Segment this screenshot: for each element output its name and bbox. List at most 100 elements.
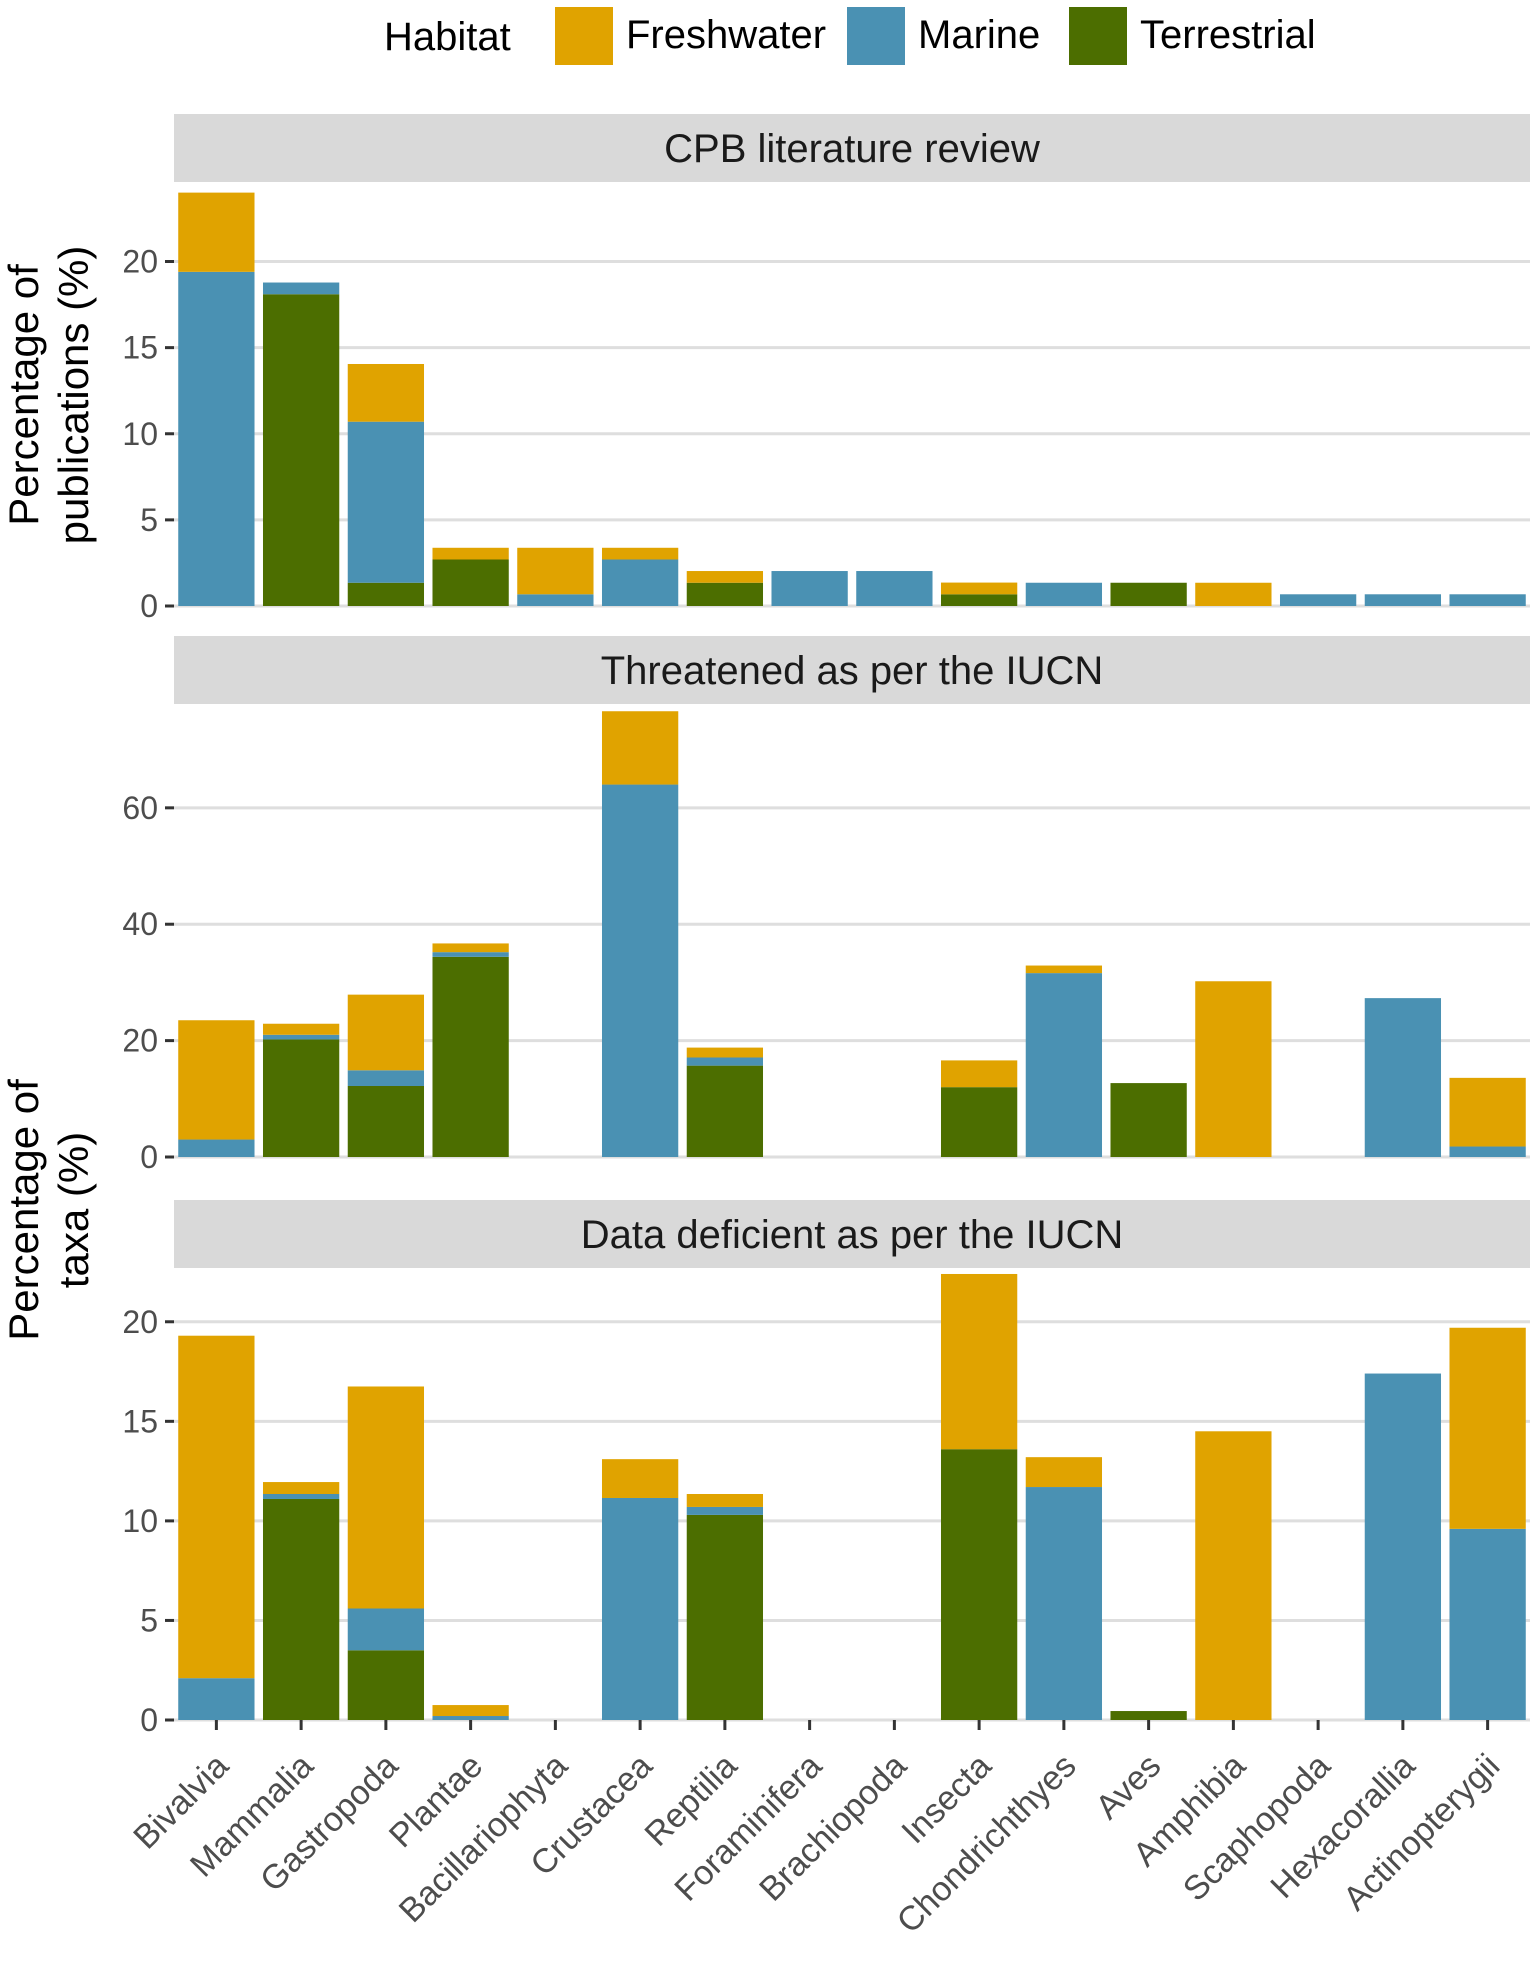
bar-insecta-terrestrial: [940, 1449, 1018, 1720]
bar-actinopterygii-marine: [1449, 1528, 1526, 1720]
bar-crustacea-marine: [601, 559, 679, 606]
x-axis: BivalviaMammaliaGastropodaPlantaeBacilla…: [126, 1720, 1507, 1941]
y-tick-label: 10: [122, 1503, 158, 1539]
bar-foraminifera-marine: [771, 571, 848, 606]
chart-panels: CPB literature review 0 5 10 15 20 Threatened …: [122, 114, 1530, 1738]
bar-bacillariophyta-freshwater: [517, 547, 594, 595]
bar-reptilia-freshwater: [686, 1047, 764, 1058]
bar-bivalvia-freshwater: [178, 1335, 255, 1679]
legend-label-terrestrial: Terrestrial: [1140, 13, 1316, 57]
bar-gastropoda-marine: [347, 1070, 425, 1087]
y-tick-label: 0: [140, 1702, 158, 1738]
y-tick-label: 0: [140, 1139, 158, 1175]
bar-actinopterygii-freshwater: [1449, 1327, 1526, 1529]
bar-gastropoda-terrestrial: [347, 1086, 425, 1157]
panel-title: Data deficient as per the IUCN: [581, 1213, 1123, 1257]
x-tick-label-brachiopoda: Brachiopoda: [752, 1747, 914, 1909]
panel-3: Data deficient as per the IUCN 0 5 10 15 20: [122, 1200, 1530, 1738]
bar-mammalia-freshwater: [262, 1023, 340, 1035]
panel-strip: [174, 1200, 1530, 1268]
bar-gastropoda-marine: [347, 421, 425, 583]
bar-insecta-terrestrial: [940, 1087, 1018, 1157]
panel-title: CPB literature review: [664, 127, 1040, 171]
bar-plantae-terrestrial: [432, 956, 509, 1157]
bar-reptilia-terrestrial: [686, 1065, 764, 1157]
y-tick-label: 5: [140, 502, 158, 538]
bar-gastropoda-terrestrial: [347, 1650, 425, 1720]
bar-amphibia-freshwater: [1195, 1431, 1272, 1720]
bar-bivalvia-marine: [178, 1139, 255, 1157]
bar-amphibia-freshwater: [1195, 582, 1272, 606]
bar-mammalia-marine: [262, 1494, 340, 1499]
bar-chondrichthyes-marine: [1025, 582, 1103, 606]
bar-actinopterygii-marine: [1449, 1146, 1526, 1157]
bar-actinopterygii-freshwater: [1449, 1077, 1526, 1147]
y-tick-label: 0: [140, 588, 158, 624]
bar-bivalvia-marine: [178, 1678, 255, 1720]
bar-mammalia-terrestrial: [262, 1039, 340, 1157]
y-axis-title-bottom: Percentage oftaxa (%): [0, 1079, 97, 1341]
legend-key-marine: [847, 7, 905, 65]
legend: Habitat Freshwater Marine Terrestrial: [384, 7, 1316, 65]
y-tick-label: 15: [122, 1403, 158, 1439]
bar-plantae-terrestrial: [432, 559, 509, 606]
bar-mammalia-freshwater: [262, 1482, 340, 1495]
y-tick-label: 20: [122, 1304, 158, 1340]
bar-plantae-freshwater: [432, 943, 509, 953]
bar-hexacorallia-marine: [1364, 998, 1442, 1157]
bar-plantae-marine: [432, 1716, 509, 1720]
bar-insecta-terrestrial: [940, 594, 1018, 606]
bar-plantae-freshwater: [432, 547, 509, 560]
y-tick-label: 40: [122, 906, 158, 942]
panel-1: CPB literature review 0 5 10 15 20: [122, 114, 1530, 624]
bar-hexacorallia-marine: [1364, 1373, 1442, 1720]
bar-scaphopoda-marine: [1279, 594, 1357, 606]
y-tick-label: 5: [140, 1602, 158, 1638]
y-axis-titles: Percentage ofpublications (%) Percentage …: [0, 246, 97, 1341]
bar-mammalia-terrestrial: [262, 1498, 340, 1720]
bar-bivalvia-freshwater: [178, 192, 255, 272]
bar-gastropoda-freshwater: [347, 1386, 425, 1609]
bar-chondrichthyes-marine: [1025, 1487, 1103, 1720]
bar-aves-terrestrial: [1110, 582, 1187, 606]
bar-hexacorallia-marine: [1364, 594, 1442, 606]
bar-crustacea-marine: [601, 784, 679, 1157]
bar-reptilia-freshwater: [686, 571, 764, 583]
legend-title: Habitat: [384, 15, 511, 59]
bar-amphibia-freshwater: [1195, 981, 1272, 1157]
bar-insecta-freshwater: [940, 582, 1018, 595]
bar-insecta-freshwater: [940, 1060, 1018, 1088]
bar-aves-terrestrial: [1110, 1711, 1187, 1720]
bar-gastropoda-terrestrial: [347, 582, 425, 606]
bar-reptilia-marine: [686, 1506, 764, 1515]
y-tick-label: 15: [122, 330, 158, 366]
bar-mammalia-marine: [262, 282, 340, 295]
legend-label-freshwater: Freshwater: [626, 13, 826, 57]
bar-reptilia-freshwater: [686, 1494, 764, 1507]
bar-mammalia-marine: [262, 1034, 340, 1040]
panel-2: Threatened as per the IUCN 0 20 40 60: [122, 636, 1530, 1175]
bar-bivalvia-marine: [178, 271, 255, 606]
bar-aves-terrestrial: [1110, 1083, 1187, 1157]
bar-crustacea-freshwater: [601, 547, 679, 560]
y-tick-label: 10: [122, 416, 158, 452]
y-axis-title-top: Percentage ofpublications (%): [0, 246, 97, 545]
bar-brachiopoda-marine: [856, 571, 933, 606]
bar-crustacea-marine: [601, 1497, 679, 1720]
bar-chondrichthyes-freshwater: [1025, 965, 1103, 974]
bar-gastropoda-marine: [347, 1608, 425, 1651]
bar-gastropoda-freshwater: [347, 994, 425, 1071]
legend-key-freshwater: [555, 7, 613, 65]
y-tick-label: 60: [122, 790, 158, 826]
bar-reptilia-terrestrial: [686, 582, 764, 606]
bar-plantae-marine: [432, 952, 509, 957]
bar-chondrichthyes-marine: [1025, 973, 1103, 1157]
panel-strip: [174, 636, 1530, 704]
bar-bivalvia-freshwater: [178, 1020, 255, 1140]
bar-crustacea-freshwater: [601, 1459, 679, 1498]
bar-mammalia-terrestrial: [262, 294, 340, 606]
bar-gastropoda-freshwater: [347, 363, 425, 422]
bar-reptilia-terrestrial: [686, 1514, 764, 1720]
panel-title: Threatened as per the IUCN: [601, 649, 1103, 693]
